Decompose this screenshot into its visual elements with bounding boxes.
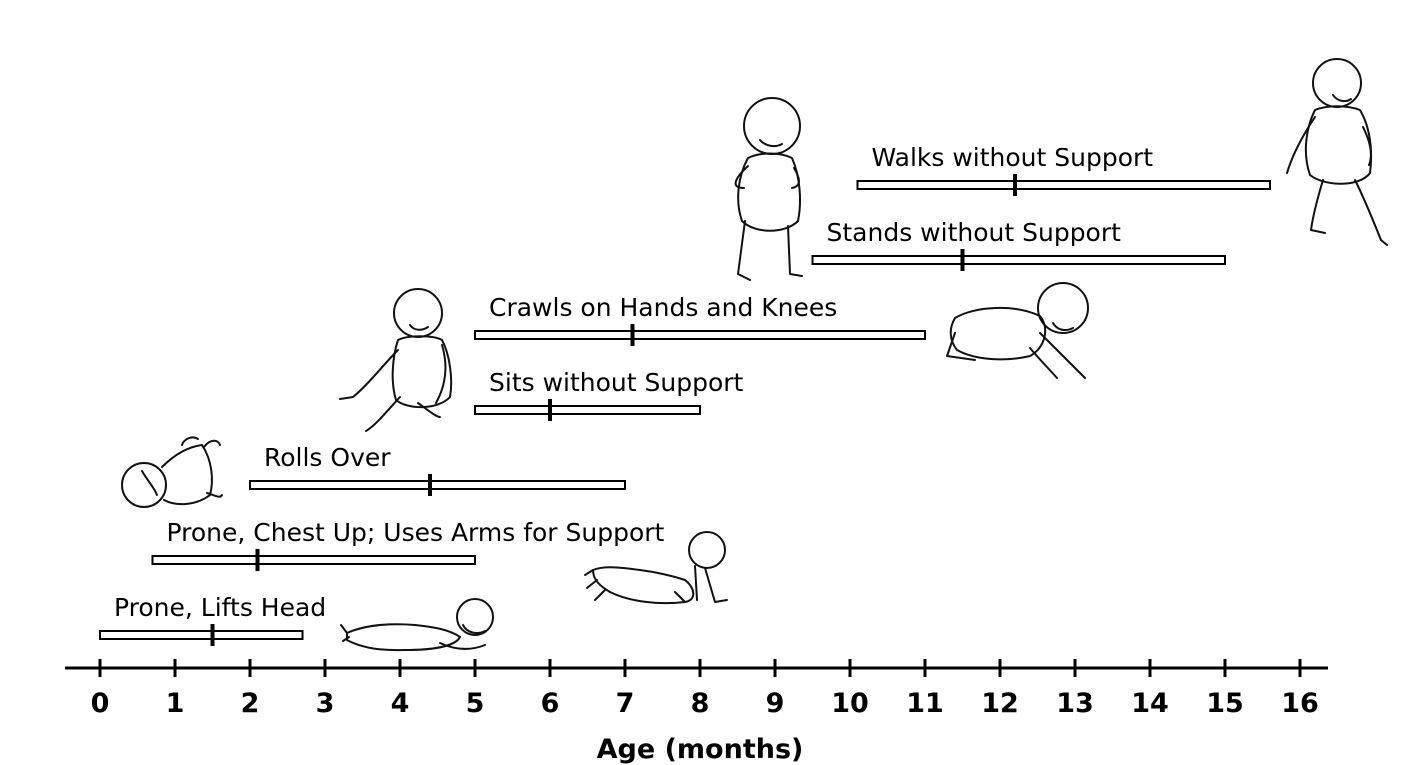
- x-tick-label: 13: [1056, 688, 1094, 719]
- x-tick-label: 3: [316, 688, 335, 719]
- x-tick-label: 5: [466, 688, 485, 719]
- milestone-bars: Prone, Lifts Head Prone, Chest Up; Uses A…: [99, 143, 1271, 646]
- x-tick-label: 4: [391, 688, 410, 719]
- toddler-standing-icon: [734, 97, 803, 281]
- milestone-range-bar: [856, 180, 1271, 190]
- x-tick-label: 10: [831, 688, 869, 719]
- milestone-label: Rolls Over: [264, 443, 391, 472]
- baby-rolling-icon: [121, 436, 223, 508]
- milestone-row: Stands without Support: [811, 218, 1226, 271]
- x-tick-label: 6: [541, 688, 560, 719]
- milestone-row: Crawls on Hands and Knees: [474, 293, 926, 346]
- milestone-range-bar: [151, 555, 476, 565]
- milestone-range-bar: [474, 330, 926, 340]
- x-tick-label: 1: [166, 688, 185, 719]
- x-tick-label: 9: [766, 688, 785, 719]
- milestone-range-bar: [811, 255, 1226, 265]
- milestone-label: Walks without Support: [872, 143, 1154, 172]
- milestone-label: Prone, Chest Up; Uses Arms for Support: [167, 518, 665, 547]
- x-tick-label: 0: [91, 688, 110, 719]
- baby-crawling-icon: [946, 282, 1089, 379]
- baby-sitting-icon: [339, 288, 453, 432]
- milestone-label: Sits without Support: [489, 368, 744, 397]
- x-tick-label: 16: [1281, 688, 1319, 719]
- x-tick-label: 14: [1131, 688, 1169, 719]
- milestone-row: Walks without Support: [856, 143, 1271, 196]
- milestone-label: Stands without Support: [827, 218, 1122, 247]
- milestone-row: Prone, Chest Up; Uses Arms for Support: [151, 518, 665, 571]
- baby-chest-up-icon: [584, 531, 728, 605]
- milestone-range-bar: [249, 480, 626, 490]
- x-tick-label: 2: [241, 688, 260, 719]
- milestone-label: Prone, Lifts Head: [114, 593, 326, 622]
- x-tick-label: 11: [906, 688, 944, 719]
- x-tick-label: 15: [1206, 688, 1244, 719]
- milestone-range-bar: [99, 630, 304, 640]
- toddler-walking-icon: [1286, 58, 1388, 246]
- x-tick-label: 7: [616, 688, 635, 719]
- milestone-row: Prone, Lifts Head: [99, 593, 326, 646]
- x-axis-title: Age (months): [597, 734, 804, 765]
- milestone-row: Sits without Support: [474, 368, 744, 421]
- x-tick-label: 12: [981, 688, 1019, 719]
- milestone-label: Crawls on Hands and Knees: [489, 293, 837, 322]
- x-axis: 0 1 2 3 4 5 6 7 8 9 10 11 12 13 14 15 16: [65, 659, 1328, 719]
- milestone-range-bar: [474, 405, 701, 415]
- milestone-row: Rolls Over: [249, 443, 626, 496]
- x-tick-label: 8: [691, 688, 710, 719]
- baby-lifting-head-icon: [340, 598, 494, 652]
